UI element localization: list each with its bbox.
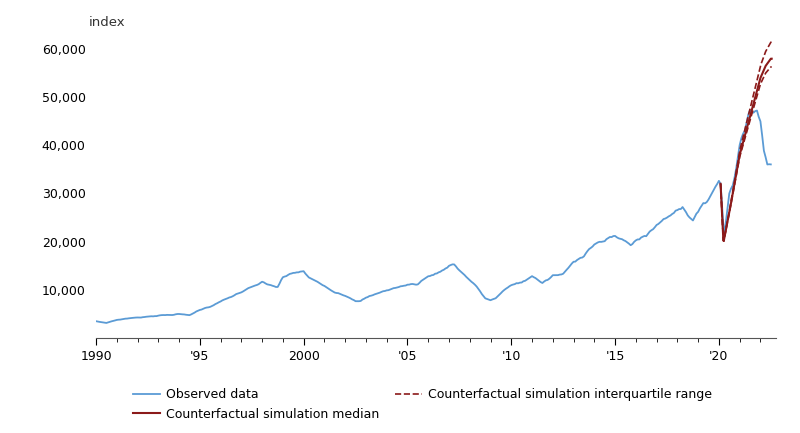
Observed data: [766, 162, 776, 167]
Line: Counterfactual simulation interquartile range: Counterfactual simulation interquartile …: [721, 42, 772, 241]
Observed data: [530, 275, 540, 281]
Counterfactual simulation interquartile range: [761, 49, 770, 54]
Observed data: [685, 215, 694, 220]
Observed data: [102, 320, 111, 326]
Counterfactual simulation median: [730, 178, 740, 184]
Observed data: [91, 319, 101, 324]
Counterfactual simulation interquartile range: [767, 39, 777, 45]
Counterfactual simulation median: [757, 73, 766, 78]
Counterfactual simulation interquartile range: [716, 181, 726, 186]
Observed data: [746, 107, 755, 113]
Legend: Observed data, Counterfactual simulation median, Counterfactual simulation inter: Observed data, Counterfactual simulation…: [127, 383, 718, 426]
Counterfactual simulation median: [766, 56, 776, 61]
Counterfactual simulation interquartile range: [757, 61, 766, 66]
Observed data: [726, 186, 736, 191]
Counterfactual simulation median: [761, 63, 770, 68]
Text: index: index: [90, 16, 126, 29]
Line: Observed data: Observed data: [96, 110, 771, 323]
Counterfactual simulation median: [746, 109, 756, 114]
Counterfactual simulation median: [719, 239, 729, 244]
Line: Counterfactual simulation median: Counterfactual simulation median: [721, 59, 772, 241]
Counterfactual simulation interquartile range: [743, 116, 753, 121]
Counterfactual simulation median: [716, 181, 726, 186]
Counterfactual simulation interquartile range: [746, 101, 756, 106]
Observed data: [655, 220, 665, 225]
Observed data: [307, 277, 317, 282]
Counterfactual simulation interquartile range: [718, 229, 728, 234]
Counterfactual simulation median: [718, 229, 728, 235]
Counterfactual simulation interquartile range: [719, 238, 729, 243]
Observed data: [243, 285, 253, 291]
Counterfactual simulation median: [743, 123, 753, 128]
Counterfactual simulation median: [767, 56, 777, 61]
Counterfactual simulation interquartile range: [730, 176, 740, 181]
